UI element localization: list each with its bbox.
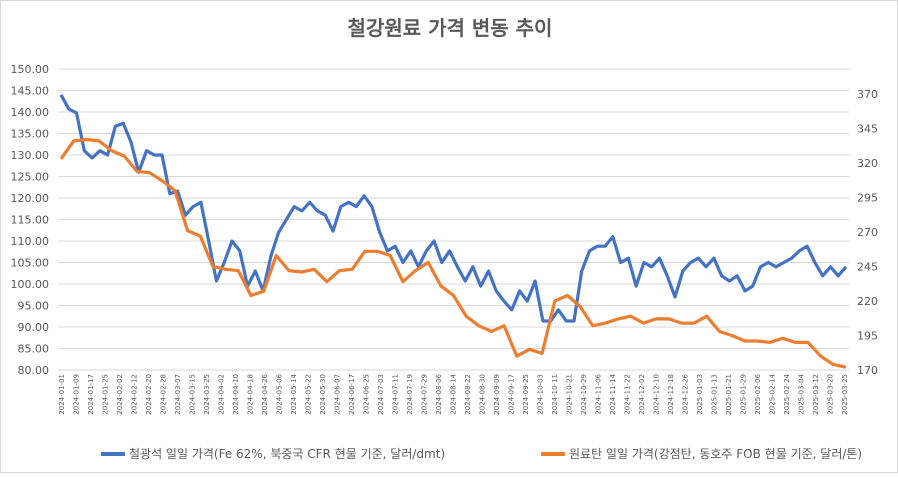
left-tick-label: 120.00 <box>11 192 50 205</box>
right-tick-label: 345 <box>857 123 878 136</box>
x-tick-label: 2025-03-20 <box>827 374 835 415</box>
left-tick-label: 90.00 <box>18 321 50 334</box>
x-tick-label: 2024-04-10 <box>232 374 240 415</box>
right-axis-ticks: 170 195 220 245 270 295 320 345 370 <box>857 88 878 377</box>
x-tick-label: 2025-02-14 <box>769 373 777 414</box>
x-tick-label: 2024-08-30 <box>479 374 487 415</box>
x-tick-label: 2024-06-17 <box>348 374 356 415</box>
x-tick-label: 2024-02-20 <box>145 374 153 415</box>
x-tick-label: 2025-03-25 <box>841 374 849 415</box>
x-tick-label: 2024-07-11 <box>392 374 400 415</box>
right-tick-label: 270 <box>857 226 878 239</box>
x-tick-label: 2024-11-14 <box>609 373 617 414</box>
x-tick-label: 2024-07-03 <box>377 374 385 415</box>
left-tick-label: 130.00 <box>11 149 50 162</box>
x-tick-label: 2024-01-01 <box>58 374 66 415</box>
x-tick-label: 2024-11-06 <box>595 373 603 414</box>
x-tick-label: 2024-12-26 <box>682 373 690 414</box>
gridlines <box>58 68 849 371</box>
left-tick-label: 110.00 <box>11 235 50 248</box>
x-tick-label: 2024-06-25 <box>363 374 371 415</box>
left-tick-label: 125.00 <box>11 171 50 184</box>
right-tick-label: 370 <box>857 88 878 101</box>
x-tick-label: 2024-05-30 <box>319 374 327 415</box>
x-tick-label: 2024-03-25 <box>203 374 211 415</box>
x-tick-label: 2024-05-14 <box>290 373 298 414</box>
left-tick-label: 135.00 <box>11 128 50 141</box>
x-tick-label: 2024-11-22 <box>624 374 632 415</box>
x-tick-label: 2024-04-18 <box>247 374 255 415</box>
x-tick-label: 2024-04-26 <box>261 373 269 414</box>
left-tick-label: 145.00 <box>11 85 50 98</box>
left-axis-ticks: 80.00 85.00 90.00 95.00 100.00 105.00 110.00 11… <box>11 63 50 377</box>
x-tick-label: 2024-07-19 <box>406 374 414 415</box>
x-tick-label: 2024-05-06 <box>276 373 284 414</box>
x-tick-label: 2025-03-04 <box>798 373 806 414</box>
x-tick-label: 2024-12-18 <box>667 374 675 415</box>
right-tick-label: 220 <box>857 295 878 308</box>
x-tick-label: 2025-02-24 <box>783 373 791 414</box>
right-tick-label: 245 <box>857 261 878 274</box>
x-tick-label: 2024-02-28 <box>160 374 168 415</box>
right-tick-label: 295 <box>857 192 878 205</box>
x-tick-label: 2024-10-03 <box>537 374 545 415</box>
x-tick-label: 2024-05-22 <box>305 374 313 415</box>
x-axis-ticks: 2024-01-01 2024-01-09 2024-01-17 2024-01-25… <box>58 373 849 414</box>
x-tick-label: 2024-08-06 <box>435 373 443 414</box>
x-tick-label: 2025-02-06 <box>754 373 762 414</box>
left-tick-label: 85.00 <box>18 343 50 356</box>
x-tick-label: 2025-01-13 <box>711 374 719 415</box>
x-tick-label: 2024-09-17 <box>508 374 516 415</box>
x-tick-label: 2024-08-14 <box>450 373 458 414</box>
x-tick-label: 2024-04-02 <box>218 374 226 415</box>
coking-coal-price-line <box>59 137 847 369</box>
legend-label-iron-ore: 철광석 일일 가격(Fe 62%, 북중국 CFR 현물 기준, 달러/dmt) <box>129 447 445 461</box>
x-tick-label: 2024-01-17 <box>87 374 95 415</box>
left-tick-label: 95.00 <box>18 300 50 313</box>
x-tick-label: 2024-02-12 <box>131 374 139 415</box>
x-tick-label: 2024-12-10 <box>653 374 661 415</box>
series-lines <box>59 94 848 369</box>
x-tick-label: 2025-01-29 <box>740 374 748 415</box>
x-tick-label: 2024-01-25 <box>102 374 110 415</box>
left-tick-label: 105.00 <box>11 257 50 270</box>
right-tick-label: 195 <box>857 330 878 343</box>
x-tick-label: 2025-01-03 <box>696 374 704 415</box>
x-tick-label: 2024-06-07 <box>334 374 342 415</box>
x-tick-label: 2025-03-12 <box>812 374 820 415</box>
x-tick-label: 2024-09-25 <box>522 374 530 415</box>
legend: 철광석 일일 가격(Fe 62%, 북중국 CFR 현물 기준, 달러/dmt)… <box>101 447 862 461</box>
x-tick-label: 2024-07-29 <box>421 374 429 415</box>
x-tick-label: 2024-09-09 <box>493 374 501 415</box>
x-tick-label: 2024-02-02 <box>116 374 124 415</box>
left-tick-label: 100.00 <box>11 278 50 291</box>
x-tick-label: 2024-03-07 <box>174 374 182 415</box>
x-tick-label: 2024-10-11 <box>551 374 559 415</box>
x-tick-label: 2024-08-22 <box>464 374 472 415</box>
left-tick-label: 140.00 <box>11 106 50 119</box>
right-tick-label: 320 <box>857 157 878 170</box>
left-tick-label: 115.00 <box>11 214 50 227</box>
x-tick-label: 2024-03-15 <box>189 374 197 415</box>
left-tick-label: 150.00 <box>11 63 50 76</box>
right-tick-label: 170 <box>857 364 878 377</box>
left-tick-label: 80.00 <box>18 364 50 377</box>
legend-label-coking-coal: 원료탄 일일 가격(강점탄, 동호주 FOB 현물 기준, 달러/톤) <box>569 447 862 461</box>
chart-title: 철강원료 가격 변동 추이 <box>348 16 553 40</box>
x-tick-label: 2024-10-21 <box>566 374 574 415</box>
x-tick-label: 2024-10-29 <box>580 374 588 415</box>
x-tick-label: 2024-12-02 <box>638 374 646 415</box>
iron-ore-price-line <box>59 94 848 323</box>
x-tick-label: 2024-01-09 <box>73 374 81 415</box>
x-tick-label: 2025-01-21 <box>725 374 733 415</box>
